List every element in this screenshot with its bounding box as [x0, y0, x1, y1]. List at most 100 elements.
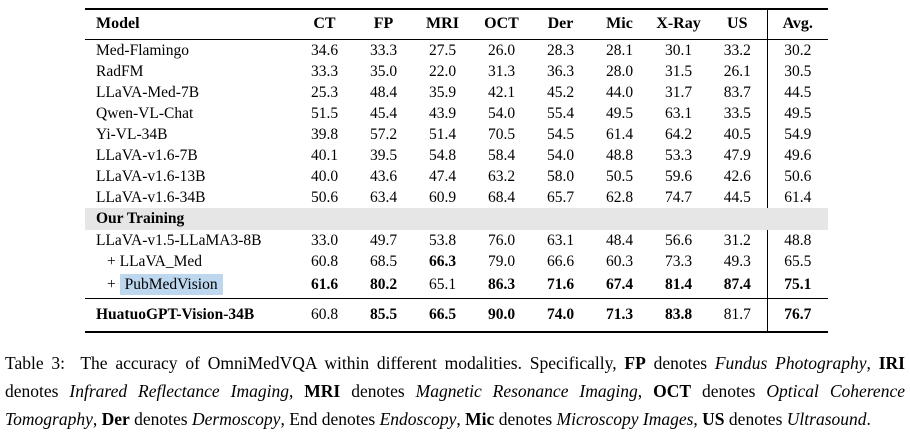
avg-value: 49.6: [766, 145, 828, 166]
metric-value: 40.1: [310, 147, 339, 164]
metric-value: 54.0: [487, 105, 516, 122]
caption-term: Dermoscopy: [192, 409, 281, 429]
metric-value: 35.9: [428, 84, 457, 101]
model-name: Med-Flamingo: [96, 42, 189, 59]
caption-text: .: [866, 409, 871, 429]
metric-value: 36.3: [546, 63, 575, 80]
metric-value: 71.6: [546, 276, 575, 293]
caption-abbreviation: US: [702, 409, 725, 429]
table-row: Qwen-VL-Chat 51.5 45.4 43.9 54.0 55.4 49.5 63.1…: [85, 103, 828, 124]
metric-value: 61.6: [310, 276, 339, 293]
model-name: RadFM: [96, 63, 144, 80]
metric-value: 81.7: [708, 298, 767, 332]
section-row: Our Training: [85, 208, 828, 230]
caption-abbreviation: Der: [101, 409, 130, 429]
avg-value: 30.2: [766, 39, 828, 61]
metric-value: 28.0: [605, 63, 634, 80]
metric-value: 31.2: [723, 232, 751, 249]
col-header-model: Model: [85, 9, 295, 40]
metric-value: 60.9: [428, 189, 457, 206]
caption-term: Magnetic Resonance Imaging: [415, 381, 638, 401]
metric-value: 33.5: [723, 105, 751, 122]
caption-abbreviation: OCT: [653, 381, 692, 401]
highlighted-model-name: PubMedVision: [119, 274, 223, 295]
metric-value: 66.6: [546, 253, 575, 270]
caption-text: ,: [456, 409, 466, 429]
metric-value: 60.3: [605, 253, 634, 270]
metric-value: 66.5: [413, 298, 472, 332]
metric-value: 44.5: [723, 189, 751, 206]
metric-value: 60.8: [295, 298, 354, 332]
metric-value: 86.3: [487, 276, 516, 293]
metric-value: 49.7: [369, 232, 398, 249]
model-name: Qwen-VL-Chat: [96, 105, 194, 122]
col-header-avg: Avg.: [766, 9, 828, 40]
model-name: LLaVA-v1.5-LLaMA3-8B: [96, 232, 262, 249]
model-name-cell: Qwen-VL-Chat: [85, 103, 295, 124]
metric-value: 74.7: [664, 189, 693, 206]
col-header-mic: Mic: [590, 9, 649, 40]
metric-value: 80.2: [369, 276, 398, 293]
metric-value: 50.6: [310, 189, 339, 206]
metric-value: 44.0: [605, 84, 634, 101]
caption-term: Fundus Photography: [714, 353, 867, 373]
metric-value: 73.3: [664, 253, 693, 270]
table-row: RadFM 33.3 35.0 22.0 31.3 36.3 28.0 31.5 26.1 30.…: [85, 61, 828, 82]
metric-value: 47.4: [428, 168, 457, 185]
caption-text: denotes: [724, 409, 787, 429]
col-header-der: Der: [531, 9, 590, 40]
model-name-cell: LLaVA-Med-7B: [85, 82, 295, 103]
metric-value: 54.5: [546, 126, 575, 143]
model-name: LLaVA-Med-7B: [96, 84, 200, 101]
metric-value: 51.5: [310, 105, 339, 122]
metric-value: 33.3: [310, 63, 339, 80]
caption-text: Table 3: The accuracy of OmniMedVQA with…: [5, 353, 625, 373]
avg-value: 54.9: [766, 124, 828, 145]
metric-value: 85.5: [354, 298, 413, 332]
caption-text: ,: [288, 381, 305, 401]
page: Model CT FP MRI OCT Der Mic X-Ray US Avg…: [0, 8, 910, 435]
table-row: LLaVA-Med-7B 25.3 48.4 35.9 42.1 45.2 44.0 31.7…: [85, 82, 828, 103]
metric-value: 71.3: [590, 298, 649, 332]
caption-text: denotes: [645, 353, 715, 373]
results-table: Model CT FP MRI OCT Der Mic X-Ray US Avg…: [85, 8, 828, 333]
metric-value: 55.4: [546, 105, 575, 122]
model-name: HuatuoGPT-Vision-34B: [96, 306, 255, 323]
metric-value: 33.3: [369, 42, 398, 59]
metric-value: 65.1: [428, 276, 457, 293]
model-name: Yi-VL-34B: [96, 126, 168, 143]
metric-value: 28.1: [605, 42, 634, 59]
metric-value: 40.5: [723, 126, 751, 143]
metric-value: 39.8: [310, 126, 339, 143]
metric-value: 45.2: [546, 84, 575, 101]
col-header-ct: CT: [295, 9, 354, 40]
metric-value: 76.0: [487, 232, 516, 249]
metric-value: 34.6: [310, 42, 339, 59]
metric-value: 49.3: [723, 253, 751, 270]
metric-value: 83.7: [723, 84, 751, 101]
metric-value: 61.4: [605, 126, 634, 143]
metric-value: 42.1: [487, 84, 516, 101]
model-name-cell: HuatuoGPT-Vision-34B: [85, 298, 295, 332]
avg-value: 75.1: [766, 272, 828, 299]
caption-text: ,: [92, 409, 102, 429]
table-row: + PubMedVision 61.6 80.2 65.1 86.3 71.6 67.4 81…: [85, 272, 828, 299]
avg-value: 44.5: [766, 82, 828, 103]
caption-abbreviation: MRI: [304, 381, 341, 401]
metric-value: 39.5: [369, 147, 398, 164]
model-name-cell: LLaVA-v1.6-7B: [85, 145, 295, 166]
metric-value: 79.0: [487, 253, 516, 270]
model-name: LLaVA-v1.6-13B: [96, 168, 206, 185]
caption-abbreviation: FP: [624, 353, 646, 373]
metric-value: 59.6: [664, 168, 693, 185]
metric-value: 26.0: [487, 42, 516, 59]
metric-value: 45.4: [369, 105, 398, 122]
metric-value: 63.2: [487, 168, 516, 185]
caption-text: denotes: [5, 381, 70, 401]
avg-value: 49.5: [766, 103, 828, 124]
caption-abbreviation: Mic: [465, 409, 495, 429]
model-name: LLaVA-v1.6-7B: [96, 147, 198, 164]
metric-value: 31.5: [664, 63, 693, 80]
metric-value: 56.6: [664, 232, 693, 249]
metric-value: 63.1: [546, 232, 575, 249]
